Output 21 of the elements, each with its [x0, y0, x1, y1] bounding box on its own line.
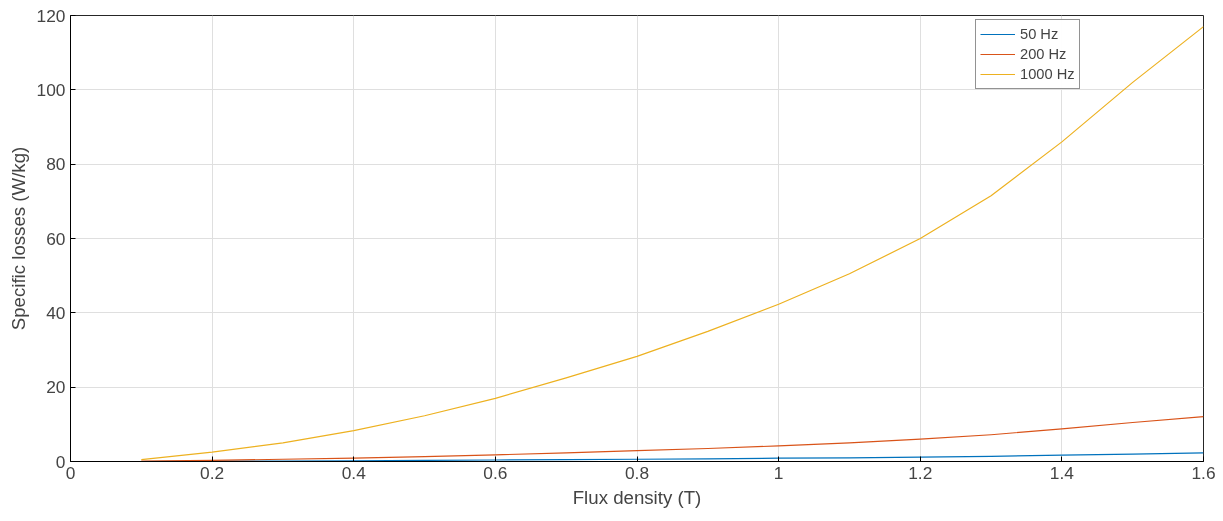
y-tick-label: 40 [46, 302, 66, 323]
line-series [140, 26, 1204, 461]
x-axis-title: Flux density (T) [572, 486, 702, 508]
y-tick-label: 120 [36, 5, 66, 26]
y-axis-title: Specific losses (W/kg) [7, 146, 29, 331]
line-series [140, 415, 1204, 462]
x-tick-label: 1.2 [908, 462, 933, 483]
y-tick-label: 60 [46, 228, 66, 249]
legend-label: 200 Hz [1020, 46, 1067, 62]
x-tick-label: 0.4 [341, 462, 367, 483]
y-tick-label: 100 [36, 79, 66, 100]
legend-label: 1000 Hz [1020, 66, 1075, 82]
x-tick-label: 0.2 [200, 462, 225, 483]
x-tick-label: 1.6 [1191, 462, 1216, 483]
y-tick-label: 20 [46, 377, 66, 398]
legend-label: 50 Hz [1020, 26, 1059, 42]
x-tick-label: 1.4 [1049, 462, 1075, 483]
x-tick-label: 0.6 [483, 462, 508, 483]
x-tick-label: 1 [773, 462, 784, 483]
y-tick-label: 80 [46, 154, 66, 175]
x-tick-label: 0.8 [624, 462, 650, 483]
